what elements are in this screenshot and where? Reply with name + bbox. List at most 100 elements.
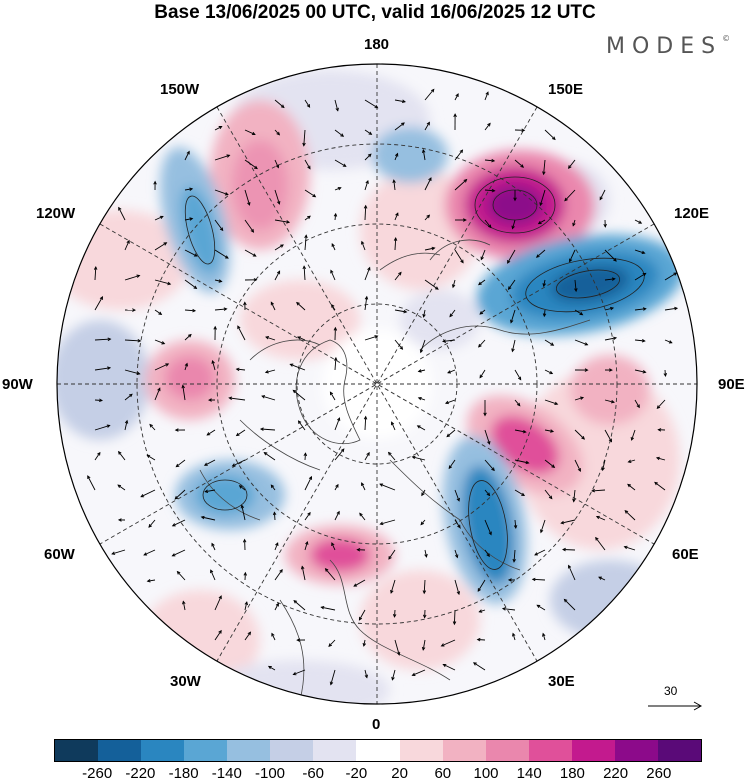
wind-arrow-head bbox=[395, 152, 399, 157]
wind-arrow-head bbox=[174, 428, 179, 432]
wind-arrow-head bbox=[211, 542, 215, 547]
wind-arrow bbox=[454, 489, 460, 502]
wind-arrow bbox=[244, 219, 254, 233]
wind-arrow bbox=[574, 397, 584, 401]
wind-arrow-head bbox=[367, 266, 371, 271]
wind-arrow bbox=[214, 308, 227, 311]
wind-arrow-head bbox=[601, 467, 605, 472]
wind-arrow bbox=[478, 339, 486, 348]
wind-arrow-head bbox=[511, 348, 515, 353]
wind-arrow-head bbox=[460, 259, 464, 264]
wind-arrow bbox=[599, 189, 606, 200]
wind-arrow-head bbox=[609, 368, 613, 372]
wind-arrow bbox=[513, 549, 516, 562]
wind-arrow bbox=[412, 456, 426, 461]
wind-arrow-head bbox=[477, 588, 481, 592]
wind-arrow-head bbox=[542, 632, 546, 637]
wind-arrow-head bbox=[361, 482, 365, 486]
colorbar-tick-label: 20 bbox=[391, 765, 408, 782]
wind-arrow-head bbox=[297, 420, 302, 424]
wind-arrow-head bbox=[337, 186, 342, 191]
wind-arrow bbox=[274, 189, 280, 205]
wind-arrow-head bbox=[362, 642, 367, 647]
wind-arrow-head bbox=[459, 149, 464, 154]
wind-arrow-head bbox=[392, 179, 396, 184]
wind-arrow-head bbox=[554, 401, 559, 406]
wind-arrow-head bbox=[517, 376, 522, 381]
wind-arrow bbox=[244, 129, 256, 135]
wind-arrow-head bbox=[417, 369, 422, 373]
wind-arrow bbox=[656, 399, 666, 409]
wind-arrow-head bbox=[513, 197, 517, 202]
wind-arrow bbox=[328, 639, 336, 647]
wind-arrow bbox=[184, 279, 197, 289]
wind-arrow bbox=[393, 180, 396, 191]
wind-arrow bbox=[544, 369, 553, 375]
wind-arrow-head bbox=[171, 553, 176, 557]
wind-arrow bbox=[236, 429, 246, 436]
wind-arrow-head bbox=[280, 104, 285, 109]
wind-arrow bbox=[574, 459, 581, 472]
wind-arrow bbox=[598, 576, 606, 581]
wind-arrow bbox=[124, 275, 140, 281]
wind-arrow bbox=[359, 609, 366, 621]
wind-arrow bbox=[544, 489, 553, 499]
wind-arrow-head bbox=[569, 258, 573, 263]
wind-arrow bbox=[334, 129, 344, 137]
anomaly-field bbox=[57, 70, 684, 704]
wind-arrow-head bbox=[213, 325, 217, 330]
wind-arrow bbox=[484, 123, 491, 131]
wind-arrow-head bbox=[480, 256, 484, 261]
wind-arrow-head bbox=[364, 295, 369, 300]
wind-arrow-head bbox=[403, 309, 408, 314]
colorbar-swatch-10 bbox=[485, 740, 529, 761]
wind-arrow bbox=[544, 129, 556, 140]
wind-arrow bbox=[394, 609, 396, 617]
wind-arrow-head bbox=[189, 187, 194, 191]
wind-arrow bbox=[534, 549, 546, 556]
wind-arrow bbox=[564, 599, 576, 611]
wind-arrow-head bbox=[226, 154, 231, 158]
wind-arrow-head bbox=[401, 122, 405, 126]
wind-arrow bbox=[244, 159, 258, 169]
wind-arrow bbox=[540, 519, 546, 533]
wind-arrow-head bbox=[451, 284, 456, 289]
wind-arrow-head bbox=[442, 339, 446, 343]
modes-logo: MODES© bbox=[606, 33, 731, 59]
wind-arrow bbox=[418, 369, 426, 372]
wind-arrow-head bbox=[392, 614, 397, 618]
wind-arrow bbox=[572, 219, 576, 226]
wind-arrow-head bbox=[243, 571, 248, 576]
wind-arrow-head bbox=[462, 218, 467, 222]
wind-arrow-head bbox=[203, 462, 208, 466]
graticule bbox=[57, 64, 697, 704]
lon-label-0: 0 bbox=[372, 716, 381, 733]
wind-arrow-head bbox=[117, 484, 122, 489]
wind-arrow bbox=[484, 459, 495, 471]
wind-arrow bbox=[562, 549, 576, 551]
wind-arrow-head bbox=[374, 104, 379, 109]
wind-arrow bbox=[94, 338, 111, 341]
wind-arrow-head bbox=[388, 555, 392, 560]
wind-arrow bbox=[394, 212, 399, 221]
wind-arrow bbox=[574, 339, 588, 346]
wind-arrow bbox=[624, 510, 636, 521]
colorbar-swatch-6 bbox=[313, 740, 357, 761]
wind-arrow bbox=[304, 215, 311, 221]
wind-arrow-head bbox=[603, 223, 607, 228]
wind-arrow bbox=[379, 483, 396, 491]
wind-arrow bbox=[154, 279, 171, 285]
wind-arrow bbox=[184, 249, 198, 257]
wind-arrow-head bbox=[182, 600, 186, 605]
lon-label-30e: 30E bbox=[548, 673, 575, 690]
wind-arrow bbox=[334, 187, 341, 191]
wind-arrow bbox=[391, 669, 396, 680]
wind-arrow bbox=[604, 429, 612, 442]
wind-arrow bbox=[364, 205, 367, 221]
colorbar-tick-label: -100 bbox=[254, 765, 286, 782]
wind-arrow bbox=[94, 452, 101, 461]
colorbar-swatch-11 bbox=[528, 740, 572, 761]
wind-arrow-head bbox=[563, 598, 568, 603]
wind-arrow-head bbox=[642, 272, 647, 277]
